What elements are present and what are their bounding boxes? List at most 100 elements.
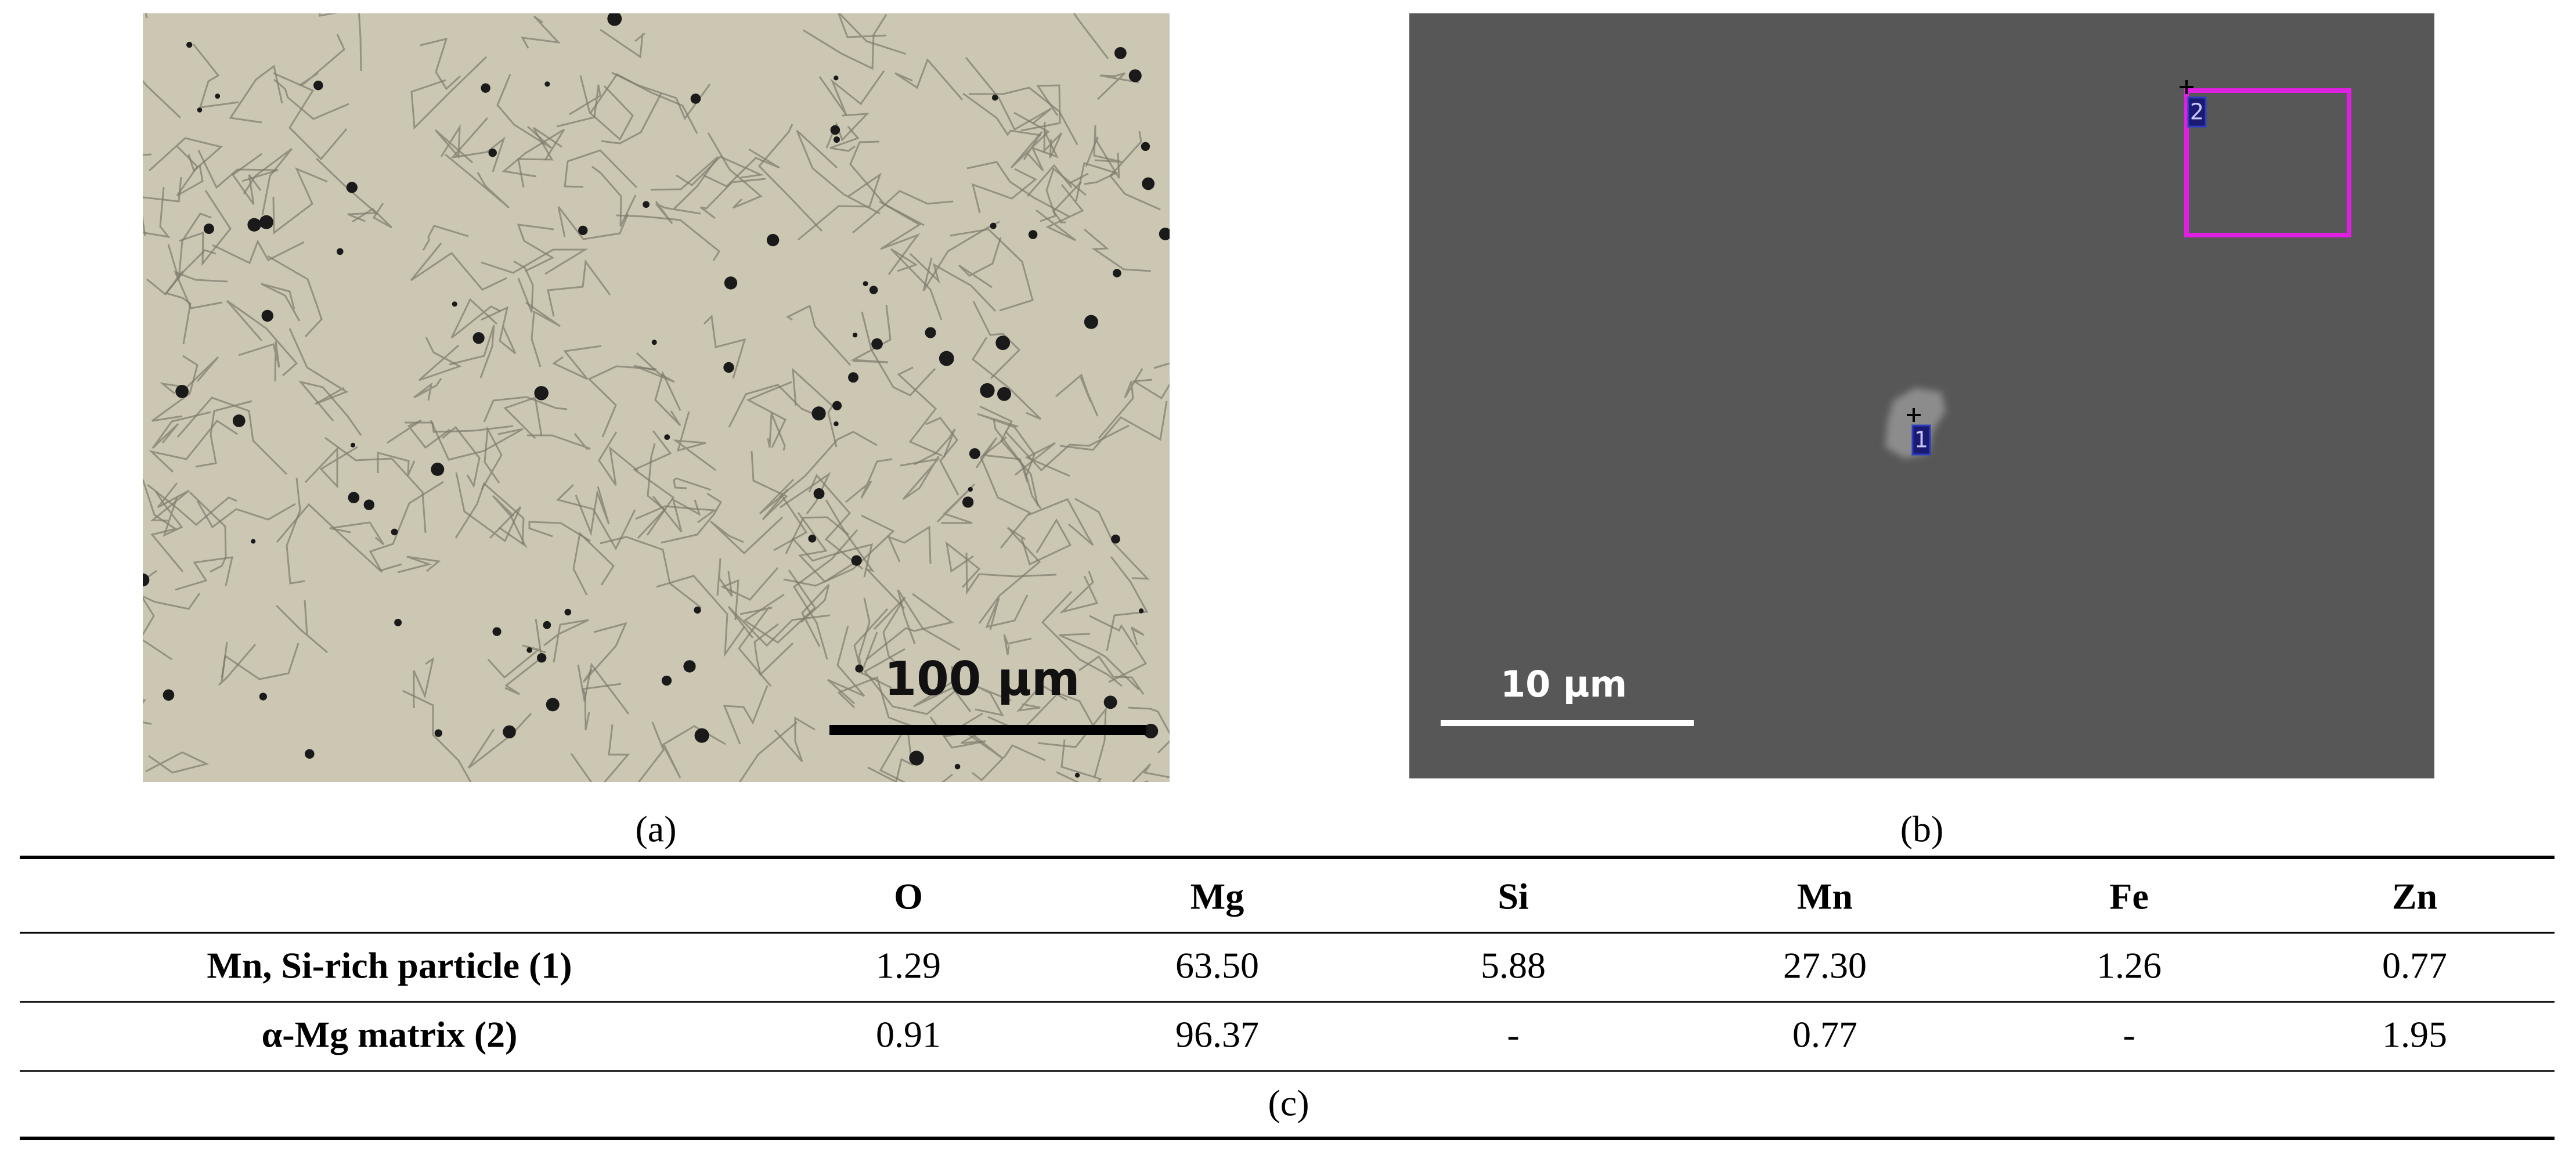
grain-boundary <box>1036 184 1084 241</box>
pore <box>391 528 398 536</box>
pore <box>723 362 734 373</box>
grain-boundary <box>579 75 634 141</box>
pore <box>690 93 701 104</box>
pore <box>651 340 657 345</box>
table-cell: 27.30 <box>1783 945 1867 986</box>
pore <box>251 539 256 544</box>
pore <box>313 80 323 91</box>
scale-bar-label: 100 µm <box>884 652 1080 706</box>
column-header: Fe <box>2109 876 2149 917</box>
grain-boundary <box>887 525 932 564</box>
pore <box>1142 177 1155 190</box>
pore <box>197 107 203 113</box>
grain-boundary <box>243 147 293 216</box>
grain-boundary <box>796 129 881 215</box>
grain-boundary <box>1084 228 1152 272</box>
grain-boundary <box>450 117 506 172</box>
pore <box>808 535 817 543</box>
point-cross <box>1907 80 2193 422</box>
grain-boundary <box>827 625 865 705</box>
grain-boundary <box>543 619 589 663</box>
column-header: Mn <box>1797 876 1853 917</box>
table-cell: 1.26 <box>2097 945 2162 986</box>
grain-boundary <box>1106 556 1149 651</box>
grain-boundary <box>798 172 882 241</box>
grain-boundary <box>716 558 733 597</box>
grain-boundary <box>556 84 601 128</box>
grain-boundary <box>792 529 858 660</box>
pore <box>232 414 246 427</box>
grain-boundary <box>598 431 638 486</box>
grain-boundary <box>655 201 701 224</box>
pore <box>348 492 360 504</box>
grain-boundary <box>783 514 895 587</box>
grain-boundary <box>971 168 1037 214</box>
grain-boundary <box>528 521 591 542</box>
grain-boundary <box>238 341 280 382</box>
grain-boundary <box>151 411 211 449</box>
grain-boundary <box>936 483 976 524</box>
pore <box>503 725 516 739</box>
pore <box>143 573 150 587</box>
pore <box>694 728 709 743</box>
pore <box>766 233 780 247</box>
grain-boundary <box>143 699 152 725</box>
grain-boundary <box>980 436 1031 549</box>
grain-boundary <box>273 78 349 120</box>
pore <box>1113 269 1121 277</box>
grain-boundary <box>145 751 210 774</box>
grain-boundary <box>481 306 517 355</box>
grain-boundary <box>1052 181 1083 223</box>
grain-boundary <box>1131 763 1170 782</box>
pore <box>546 698 560 712</box>
table-caption: (c) <box>1268 1083 1309 1124</box>
grain-boundary <box>221 643 300 680</box>
pore <box>830 125 840 135</box>
grain-boundary <box>319 13 362 71</box>
grain-boundary <box>286 477 305 585</box>
pore <box>954 763 961 770</box>
grain-boundary <box>723 685 769 745</box>
grain-boundary <box>601 93 662 145</box>
grain-boundary <box>387 419 450 449</box>
grain-boundary <box>616 214 720 261</box>
grain-boundary <box>575 486 610 536</box>
pore <box>1114 46 1127 59</box>
grain-boundary <box>272 167 328 235</box>
pore <box>724 276 738 290</box>
grain-boundary <box>850 304 892 363</box>
scale-bar-label: 10 µm <box>1500 663 1627 705</box>
pore <box>472 332 485 344</box>
grain-boundary <box>517 223 555 272</box>
grain-boundary <box>449 324 495 378</box>
grain-boundary <box>858 597 878 675</box>
pore <box>346 182 358 193</box>
grain-boundary <box>703 314 746 379</box>
grain-boundary <box>189 491 227 573</box>
grain-boundary <box>825 499 905 610</box>
pore <box>997 387 1012 401</box>
grain-boundary <box>154 491 183 537</box>
grain-boundary <box>965 552 1057 595</box>
grain-boundary <box>1020 518 1072 566</box>
pore <box>855 664 864 673</box>
grain-boundary <box>774 716 816 762</box>
pore <box>833 136 840 143</box>
pore <box>664 434 670 440</box>
grain-boundary <box>275 600 328 654</box>
grain-boundary <box>467 712 532 769</box>
table-cell: 0.77 <box>1792 1014 1857 1055</box>
pore <box>939 351 954 366</box>
pore <box>852 333 858 338</box>
grain-boundary <box>894 58 964 100</box>
grain-boundary <box>1073 13 1109 59</box>
grain-boundary <box>829 126 860 152</box>
grain-boundary <box>1059 571 1099 614</box>
pore <box>481 83 490 93</box>
grain-boundary <box>481 425 503 490</box>
grain-boundary <box>397 556 441 574</box>
grain-boundary <box>972 744 1046 782</box>
grain-boundary <box>1059 633 1140 691</box>
grain-boundary <box>914 428 956 466</box>
